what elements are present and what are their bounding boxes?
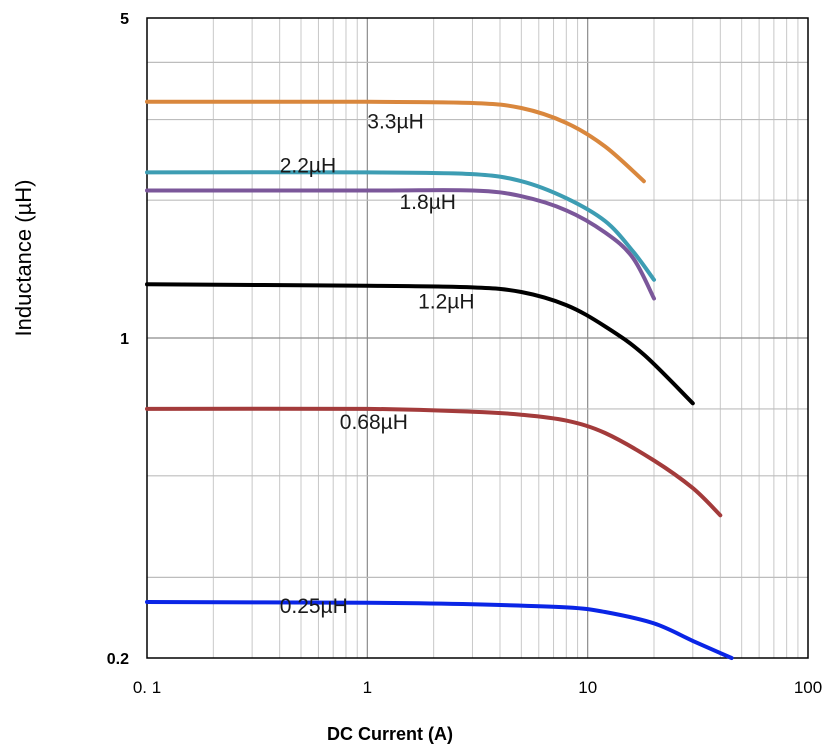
- series-line: [145, 282, 695, 406]
- y-axis-title: Inductance (µH): [11, 180, 36, 337]
- series-line: [145, 99, 646, 184]
- x-axis-title: DC Current (A): [327, 724, 453, 744]
- series-label: 1.2µH: [418, 291, 474, 314]
- series-label: 0.68µH: [340, 411, 408, 434]
- x-tick-label: 1: [363, 678, 372, 697]
- grid-lines: [147, 18, 808, 658]
- series-label: 0.25µH: [280, 595, 348, 618]
- x-tick-labels: 0. 1 1 10 100: [133, 678, 822, 697]
- x-tick-label: 100: [794, 678, 822, 697]
- series-lines: [145, 99, 734, 660]
- y-tick-label: 5: [120, 11, 129, 28]
- y-tick-labels: 510.2: [107, 11, 129, 668]
- plot-frame: [146, 17, 809, 659]
- series-line: [145, 170, 656, 282]
- y-tick-label: 1: [120, 331, 129, 348]
- series-line: [145, 188, 656, 301]
- series-label: 2.2µH: [280, 155, 336, 178]
- y-tick-label: 0.2: [107, 651, 129, 668]
- x-tick-label: 0. 1: [133, 678, 161, 697]
- series-label: 1.8µH: [400, 191, 456, 214]
- series-labels: 3.3µH 2.2µH 1.8µH 1.2µH 0.68µH 0.25µH: [280, 111, 475, 618]
- x-tick-label: 10: [578, 678, 597, 697]
- series-label: 3.3µH: [367, 111, 423, 134]
- series-line: [145, 406, 723, 518]
- series-line: [145, 600, 734, 660]
